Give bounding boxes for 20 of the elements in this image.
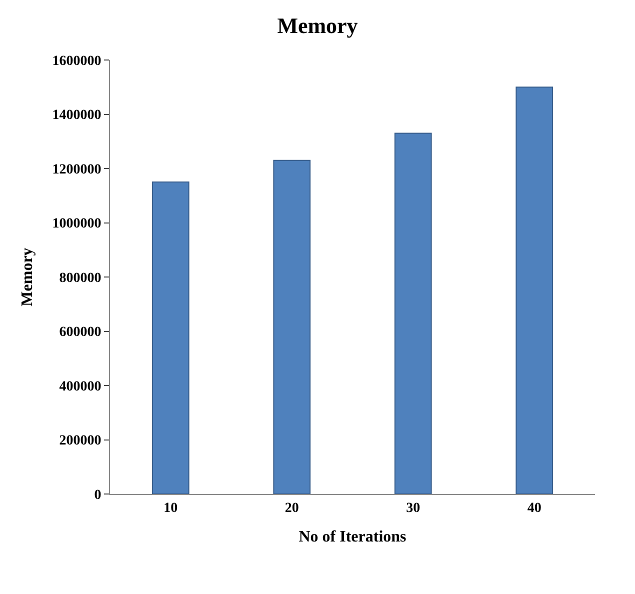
y-tick-label: 0 xyxy=(94,488,102,503)
y-tick-label: 1600000 xyxy=(52,54,102,69)
y-tick-label: 1000000 xyxy=(52,216,102,232)
bar xyxy=(152,182,190,494)
x-axis-title: No of Iterations xyxy=(298,528,406,546)
y-tick-label: 400000 xyxy=(59,379,102,394)
y-tick-label: 1400000 xyxy=(52,108,102,124)
y-tick-label: 200000 xyxy=(59,434,102,449)
y-axis-title: Memory xyxy=(19,248,36,306)
bar xyxy=(273,160,311,494)
x-tick-label: 10 xyxy=(164,500,178,516)
y-tick-label: 800000 xyxy=(59,270,102,286)
x-tick-label: 40 xyxy=(527,500,542,516)
y-tick-label: 1200000 xyxy=(52,162,102,178)
bar xyxy=(516,86,554,494)
x-tick-label: 20 xyxy=(284,500,299,516)
x-tick-label: 30 xyxy=(406,500,420,516)
y-tick-label: 600000 xyxy=(59,325,102,340)
bar xyxy=(394,132,432,494)
chart-title: Memory xyxy=(277,13,358,38)
